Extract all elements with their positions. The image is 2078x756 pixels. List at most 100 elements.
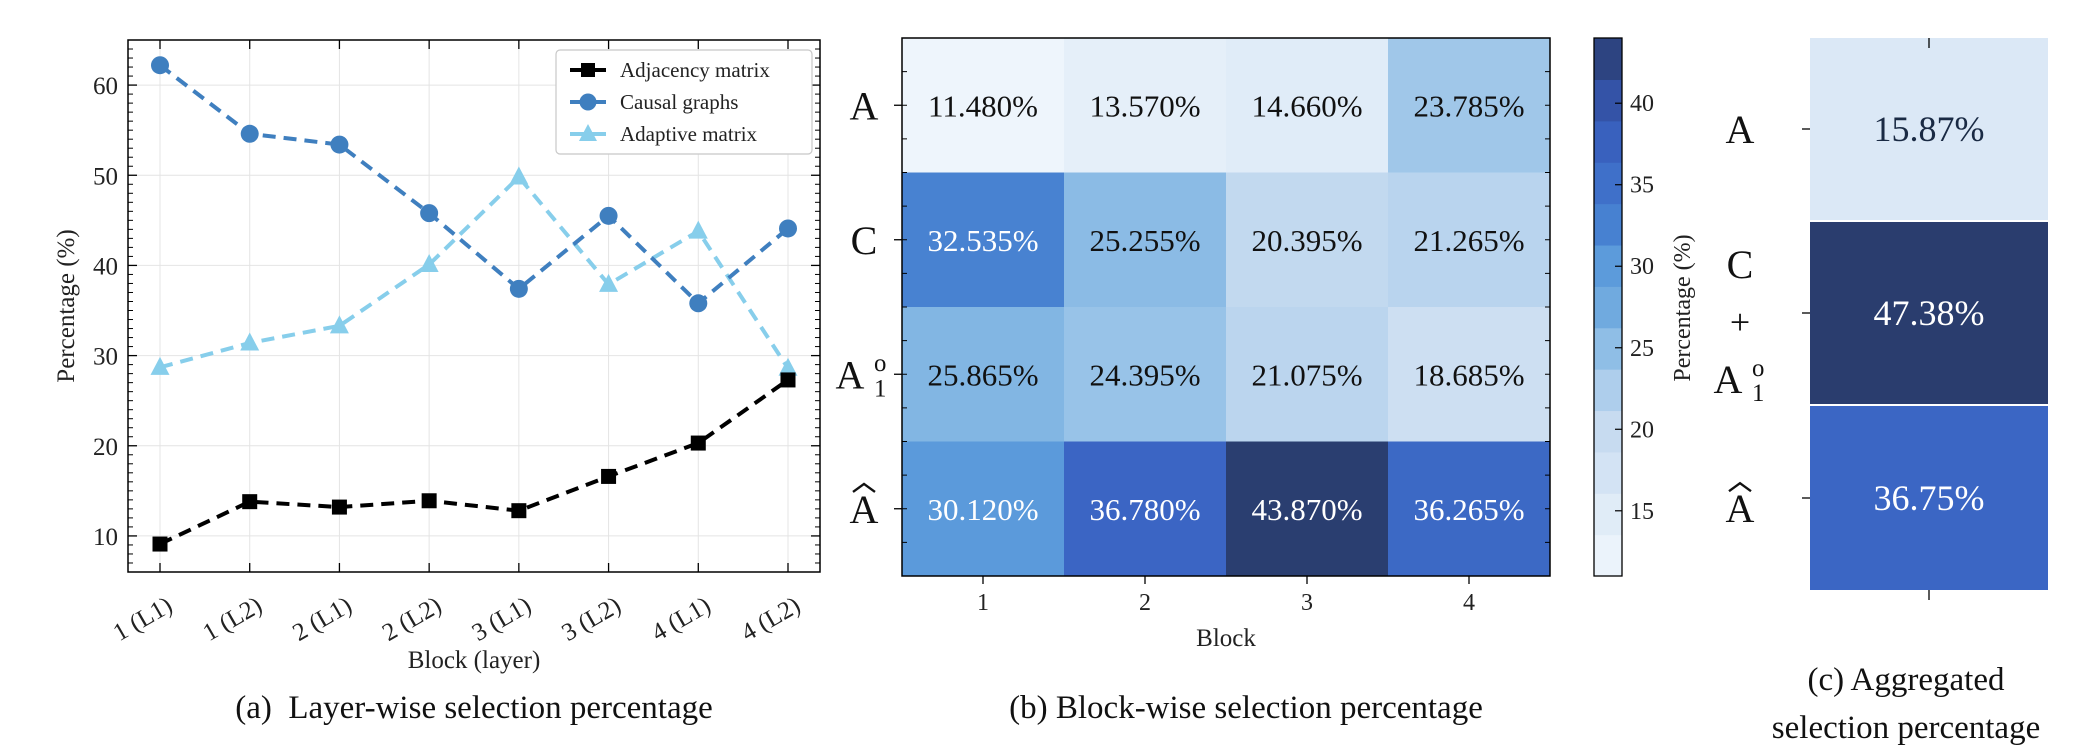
- data-point-1: [240, 124, 259, 143]
- heatmap-cell: [1064, 172, 1227, 308]
- data-point-0: [601, 468, 617, 484]
- x-tick-label-b: 1: [977, 590, 989, 616]
- colorbar-band: [1594, 162, 1622, 205]
- aggregated-cell: [1810, 222, 2048, 404]
- series-line-1: [158, 63, 790, 306]
- series-group: [150, 56, 798, 552]
- legend-box: [555, 49, 813, 155]
- colorbar-tick-label: 20: [1630, 417, 1654, 443]
- cell-value-label: 14.660%: [1251, 88, 1362, 123]
- aggregated-cells: 15.87% 47.38% 36.75%: [1810, 38, 2048, 590]
- row-label-c: A: [1726, 107, 1755, 152]
- data-point-0: [511, 503, 527, 519]
- row-label-c-part: C: [1727, 242, 1754, 287]
- cell-value-label: 24.395%: [1089, 357, 1200, 392]
- data-point-1: [420, 204, 439, 223]
- legend-marker-0: [581, 63, 595, 77]
- x-tick-label: 4 (L1): [647, 592, 715, 647]
- data-point-1: [689, 294, 708, 313]
- colorbar-frame: [1593, 37, 1623, 577]
- x-axis-label-a: Block (layer): [408, 647, 541, 674]
- colorbar: 15 20 25 30 35 40: [1593, 37, 1654, 577]
- heatmap-cell: [1388, 172, 1551, 308]
- colorbar-tick-label: 40: [1630, 91, 1654, 117]
- data-point-2: [329, 315, 349, 334]
- data-point-0: [690, 435, 706, 451]
- x-tick-label: 3 (L1): [468, 592, 536, 647]
- legend-marker-2: [579, 124, 597, 141]
- row-label: A: [850, 83, 879, 128]
- data-point-1: [151, 56, 169, 75]
- data-point-1: [330, 135, 349, 154]
- caption-b: (b) Block-wise selection percentage: [1009, 690, 1483, 726]
- heatmap-cell: [1226, 172, 1389, 308]
- legend: Adjacency matrix Causal graphs Adaptive ma…: [555, 49, 813, 155]
- legend-marker-1: [579, 93, 597, 111]
- aggregated-cell: [1810, 406, 2048, 590]
- y-tick-label: 50: [93, 163, 118, 190]
- data-point-2: [778, 357, 798, 376]
- cell-value-label: 21.075%: [1251, 357, 1362, 392]
- cell-value-label: 30.120%: [927, 492, 1038, 527]
- x-tick-label: 2 (L2): [378, 592, 446, 647]
- series-line-2: [159, 174, 790, 370]
- data-point-2: [509, 166, 529, 185]
- aggregated-heatmap: 15.87%47.38%36.75% AC+A o1A (c) Aggregate…: [1714, 38, 2048, 746]
- data-point-2: [688, 220, 708, 239]
- cell-value-label: 13.570%: [1089, 88, 1200, 123]
- data-point-1: [509, 279, 528, 298]
- caption-a: (a) Layer-wise selection percentage: [235, 690, 713, 726]
- caption-c-line-2: selection percentage: [1772, 710, 2040, 746]
- colorbar-band: [1594, 38, 1622, 80]
- heatmap-cell: [902, 307, 1065, 442]
- colorbar-band: [1594, 451, 1622, 494]
- data-point-0: [242, 494, 258, 510]
- series-line-0: [159, 378, 790, 546]
- colorbar-band: [1594, 410, 1622, 453]
- cell-value-label: 11.480%: [928, 88, 1038, 123]
- x-tick-label: 1 (L2): [199, 592, 267, 647]
- x-tick-label: 4 (L2): [737, 592, 805, 647]
- x-tick-label-b: 3: [1301, 590, 1313, 616]
- colorbar-band: [1594, 327, 1622, 370]
- cell-value-label: 36.780%: [1089, 492, 1200, 527]
- heatmap-cell: [1064, 38, 1227, 173]
- heatmap-cells: 11.480% 13.570% 14.660% 23.785% 32.535% 25.25…: [902, 38, 1551, 577]
- cell-value-label: 32.535%: [927, 223, 1038, 258]
- colorbar-band: [1594, 120, 1622, 163]
- row-label: A: [850, 487, 879, 532]
- data-point-0: [421, 493, 437, 509]
- colorbar-tick-label: 35: [1630, 173, 1654, 199]
- cell-value-label: 25.255%: [1089, 223, 1200, 258]
- heatmap-cell: [1226, 441, 1389, 577]
- cell-value-label: 36.265%: [1413, 492, 1524, 527]
- data-point-2: [599, 273, 619, 292]
- cell-value-label: 25.865%: [927, 357, 1038, 392]
- y-tick-label: 10: [93, 524, 118, 551]
- colorbar-band: [1594, 79, 1622, 122]
- row-label-sub: 1: [874, 375, 886, 402]
- row-label-c-sup: o: [1752, 355, 1764, 382]
- ticks-b: 1 2 3 4: [894, 71, 1550, 616]
- heatmap-cell: [1064, 441, 1227, 577]
- heatmap-cell: [1388, 307, 1551, 442]
- block-wise-heatmap: 11.480% 13.570% 14.660% 23.785% 32.535% 25.25…: [836, 37, 1696, 726]
- row-label-c: A: [1714, 357, 1743, 402]
- cell-value-label: 23.785%: [1413, 88, 1524, 123]
- heatmap-cell: [1226, 38, 1389, 173]
- row-labels-c: AC+A o1A: [1714, 107, 1810, 531]
- caption-c-line-1: (c) Aggregated: [1808, 662, 2005, 698]
- x-tick-label-b: 4: [1463, 590, 1475, 616]
- data-point-0: [152, 536, 168, 552]
- row-labels-b: ACA o1A: [836, 83, 887, 532]
- row-label-sup: o: [874, 350, 886, 377]
- colorbar-band: [1594, 369, 1622, 412]
- y-tick-label: 60: [93, 73, 118, 100]
- colorbar-band: [1594, 286, 1622, 329]
- heatmap-cell: [1064, 307, 1227, 442]
- data-point-1: [599, 206, 618, 225]
- aggregated-value-label: 36.75%: [1874, 478, 1985, 518]
- layer-wise-line-chart: 10 20 30 40 50 60 1 (L1) 1 (L2) 2 (L1) 2 (L2) 3 (L…: [53, 39, 821, 726]
- aggregated-value-label: 47.38%: [1874, 293, 1985, 333]
- heatmap-cell: [1388, 38, 1551, 173]
